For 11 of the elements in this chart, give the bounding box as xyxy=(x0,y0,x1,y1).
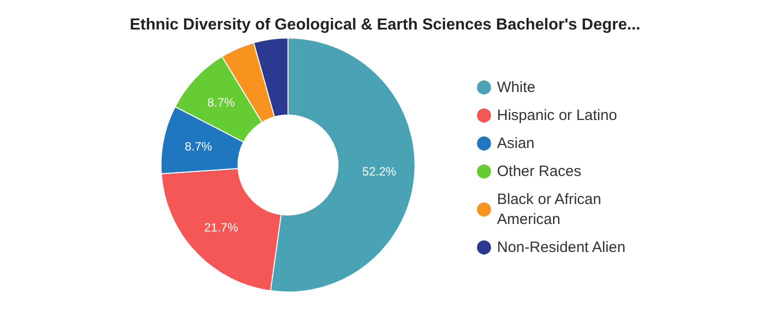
chart-title: Ethnic Diversity of Geological & Earth Sciences Bachelor's Degre... xyxy=(130,16,640,34)
data-label: 52.2% xyxy=(362,164,397,178)
data-label: 8.7% xyxy=(184,139,212,154)
legend-label: Non-Resident Alien xyxy=(497,239,626,256)
legend-label: Black or African American xyxy=(497,191,606,228)
legend-label: White xyxy=(497,79,536,96)
data-label: 21.7% xyxy=(204,220,238,234)
legend-label: Asian xyxy=(497,135,535,152)
legend-label: Hispanic or Latino xyxy=(497,107,618,124)
data-label: 8.7% xyxy=(207,96,236,110)
legend-label: Other Races xyxy=(497,163,582,180)
